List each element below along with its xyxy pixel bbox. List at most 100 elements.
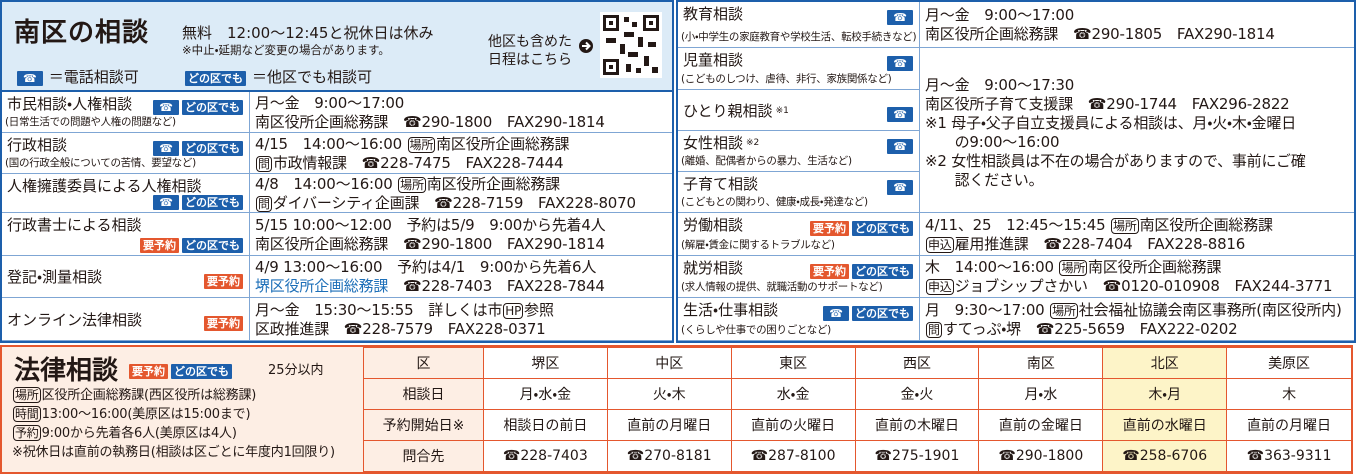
badges: 要予約: [201, 270, 243, 289]
sub: (求人情報の提供、就職活動のサポートなど): [681, 281, 883, 293]
info-text: すてっぷ・堺 ☎225-5659 FAX222-0202: [942, 319, 1238, 338]
info-line: 認ください。: [925, 171, 1306, 190]
divider: [672, 0, 678, 343]
info-cell: 4/8 14:00～16:00 場所 南区役所企画総務課問ダイバーシティ企画課 ☎…: [255, 175, 636, 213]
schedule-link: 他区も含めた: [488, 34, 572, 50]
change-note: ※中止・延期など変更の場合があります。: [182, 43, 390, 57]
info-cell: 5/15 10:00～12:00 予約は5/9 9:00から先着4人 南区役所企画…: [255, 216, 606, 254]
info-line: 月～金 15:30～15:55 詳しくは市 HP 参照: [255, 301, 554, 320]
label-tag: 場所: [1059, 260, 1088, 276]
name: 生活・仕事相談: [683, 301, 778, 319]
name: オンライン法律相談: [7, 311, 142, 329]
name: 行政書士による相談: [7, 216, 142, 234]
info-line: 月～金 9:00～17:00: [925, 6, 1275, 25]
sub: (小・中学生の家庭教育や学校生活、転校手続きなど): [681, 31, 917, 43]
legend-item: ☎ ＝電話相談可: [14, 66, 139, 87]
badges: ☎ どの区でも: [150, 96, 243, 115]
badges: ☎: [884, 176, 913, 195]
header-cell: 西区: [854, 347, 980, 379]
info-text: ※1 母子・父子自立支援員による相談は、月・火・木・金曜日: [925, 114, 1297, 132]
info-text: 市政情報課 ☎228-7475 FAX228-7444: [272, 153, 564, 172]
info-text: 月～金 15:30～15:55 詳しくは市: [255, 300, 503, 319]
table-cell: 直前の月曜日: [1226, 409, 1352, 441]
info-line: 4/11、25 12:45～15:45 場所 南区役所企画総務課: [925, 216, 1273, 235]
name-cell: 児童相談 (こどものしつけ、虐待、非行、家族関係など) ☎: [678, 48, 920, 90]
top-frame: [0, 0, 1356, 343]
badge: どの区でも: [852, 221, 913, 236]
sub: (解雇・賃金に関するトラブルなど): [681, 239, 835, 251]
header-cell: 南区: [978, 347, 1104, 379]
qr-code: [600, 12, 662, 78]
info-line: 問すてっぷ・堺 ☎225-5659 FAX222-0202: [925, 320, 1342, 339]
name-cell: 行政書士による相談 要予約 どの区でも: [2, 213, 250, 256]
badges: ☎: [884, 52, 913, 71]
info-cell: 4/15 14:00～16:00 場所 南区役所企画総務課問市政情報課 ☎228-…: [255, 135, 570, 173]
row: 教育相談 (小・中学生の家庭教育や学校生活、転校手続きなど) ☎ 月～金 9:00～1…: [678, 2, 1354, 48]
row: 児童相談 (こどものしつけ、虐待、非行、家族関係など) ☎: [678, 48, 920, 90]
info-line: 4/8 14:00～16:00 場所 南区役所企画総務課: [255, 175, 636, 194]
name: 市民相談・人権相談: [7, 95, 132, 113]
badge: ☎: [17, 71, 43, 86]
table-cell: 予約開始日※: [363, 409, 484, 441]
table-cell: 直前の木曜日: [854, 409, 980, 441]
sub: (離婚、配偶者からの暴力、生活など): [681, 155, 852, 167]
legend-text: ＝他区でも相談可: [252, 68, 373, 86]
name-cell: 就労相談 (求人情報の提供、就職活動のサポートなど) 要予約 どの区でも: [678, 256, 920, 298]
badge: どの区でも: [182, 238, 243, 253]
info-text: ダイバーシティ企画課 ☎228-7159 FAX228-8070: [272, 193, 636, 212]
badge: ☎: [153, 195, 179, 210]
info-text: ※祝休日は直前の執務日(相談は区ごとに年度内1回限り): [12, 445, 335, 460]
info-text: の9:00～16:00: [925, 133, 1060, 151]
sub: (日常生活での問題や人権の問題など): [5, 116, 176, 128]
badges: ☎ どの区でも: [820, 302, 913, 321]
badge: 要予約: [204, 316, 243, 331]
badge: ☎: [153, 100, 179, 115]
info-line: 4/15 14:00～16:00 場所 南区役所企画総務課: [255, 135, 570, 154]
badge: ☎: [887, 10, 913, 25]
badge: ☎: [887, 107, 913, 122]
badge: 要予約: [204, 273, 243, 289]
info-cell: 月～金 9:00～17:00 南区役所企画総務課 ☎290-1805 FAX290…: [925, 6, 1275, 44]
info-text: 社会福祉協議会南区事務所(南区役所内): [1078, 300, 1342, 319]
row: 人権擁護委員による人権相談 ☎ どの区でも 4/8 14:00～16:00 場所 南区役…: [2, 174, 672, 213]
badge: ☎: [887, 139, 913, 154]
info-text: ※2 女性相談員は不在の場合がありますので、事前にご確: [925, 152, 1306, 170]
label-tag: 場所: [13, 387, 41, 403]
table-cell: 相談日の前日: [482, 409, 608, 441]
name-text: 人権擁護委員による人権相談: [7, 177, 202, 195]
table-cell: 相談日: [363, 378, 484, 410]
sub: (国の行政全般についての苦情、要望など): [5, 157, 196, 169]
info-cell: 月 9:30～17:00 場所 社会福祉協議会南区事務所(南区役所内) 問すてっぷ・…: [925, 301, 1342, 339]
info-text: 南区役所企画総務課 ☎290-1800 FAX290-1814: [255, 234, 605, 253]
header-cell: 北区: [1102, 347, 1228, 379]
badge: 要予約: [129, 364, 168, 379]
table-cell: ☎290-1800: [978, 440, 1104, 472]
info-text: 月～金 9:00～17:00: [925, 6, 1075, 24]
info-cell: 月～金 15:30～15:55 詳しくは市 HP 参照 区政推進課 ☎228-7579…: [255, 301, 554, 339]
row: 登記・測量相談 要予約 4/9 13:00～16:00 予約は4/1 9:00から先…: [2, 256, 672, 298]
label-tag: 場所: [1050, 302, 1078, 319]
label-tag: 予約: [13, 425, 41, 441]
info-cell: 4/9 13:00～16:00 予約は4/1 9:00から先着6人 堺区役所企画総…: [255, 258, 605, 296]
name-text: 女性相談: [683, 134, 744, 152]
label-tag: 時間: [13, 406, 41, 422]
info-text: 月～金 9:00～17:00: [255, 93, 405, 112]
table-cell: ☎228-7403: [482, 440, 608, 472]
info-line: 問ダイバーシティ企画課 ☎228-7159 FAX228-8070: [255, 194, 636, 213]
name: 登記・測量相談: [7, 268, 102, 286]
info-text: 雇用推進課 ☎228-7404 FAX228-8816: [954, 234, 1246, 253]
name-text: 教育相談: [683, 5, 744, 23]
info-text: 4/11、25 12:45～15:45: [925, 215, 1110, 234]
label-tag: 場所: [407, 136, 436, 153]
info-text: 南区役所企画総務課: [426, 174, 560, 193]
name: 子育て相談: [683, 175, 758, 193]
header-cell: 中区: [606, 347, 732, 379]
name: 人権擁護委員による人権相談: [7, 177, 202, 195]
name-cell: 市民相談・人権相談 (日常生活での問題や人権の問題など) ☎ どの区でも: [2, 92, 250, 133]
arrow-icon: [579, 39, 593, 53]
name-cell: 子育て相談 (こどもとの関わり、健康・成長・発達など) ☎: [678, 172, 920, 213]
row: 市民相談・人権相談 (日常生活での問題や人権の問題など) ☎ どの区でも 月～金 9:0…: [2, 92, 672, 133]
table-cell: 直前の水曜日: [1102, 409, 1228, 441]
info-text: 堺区役所企画総務課: [255, 277, 389, 295]
name-text: 行政相談: [7, 136, 68, 154]
